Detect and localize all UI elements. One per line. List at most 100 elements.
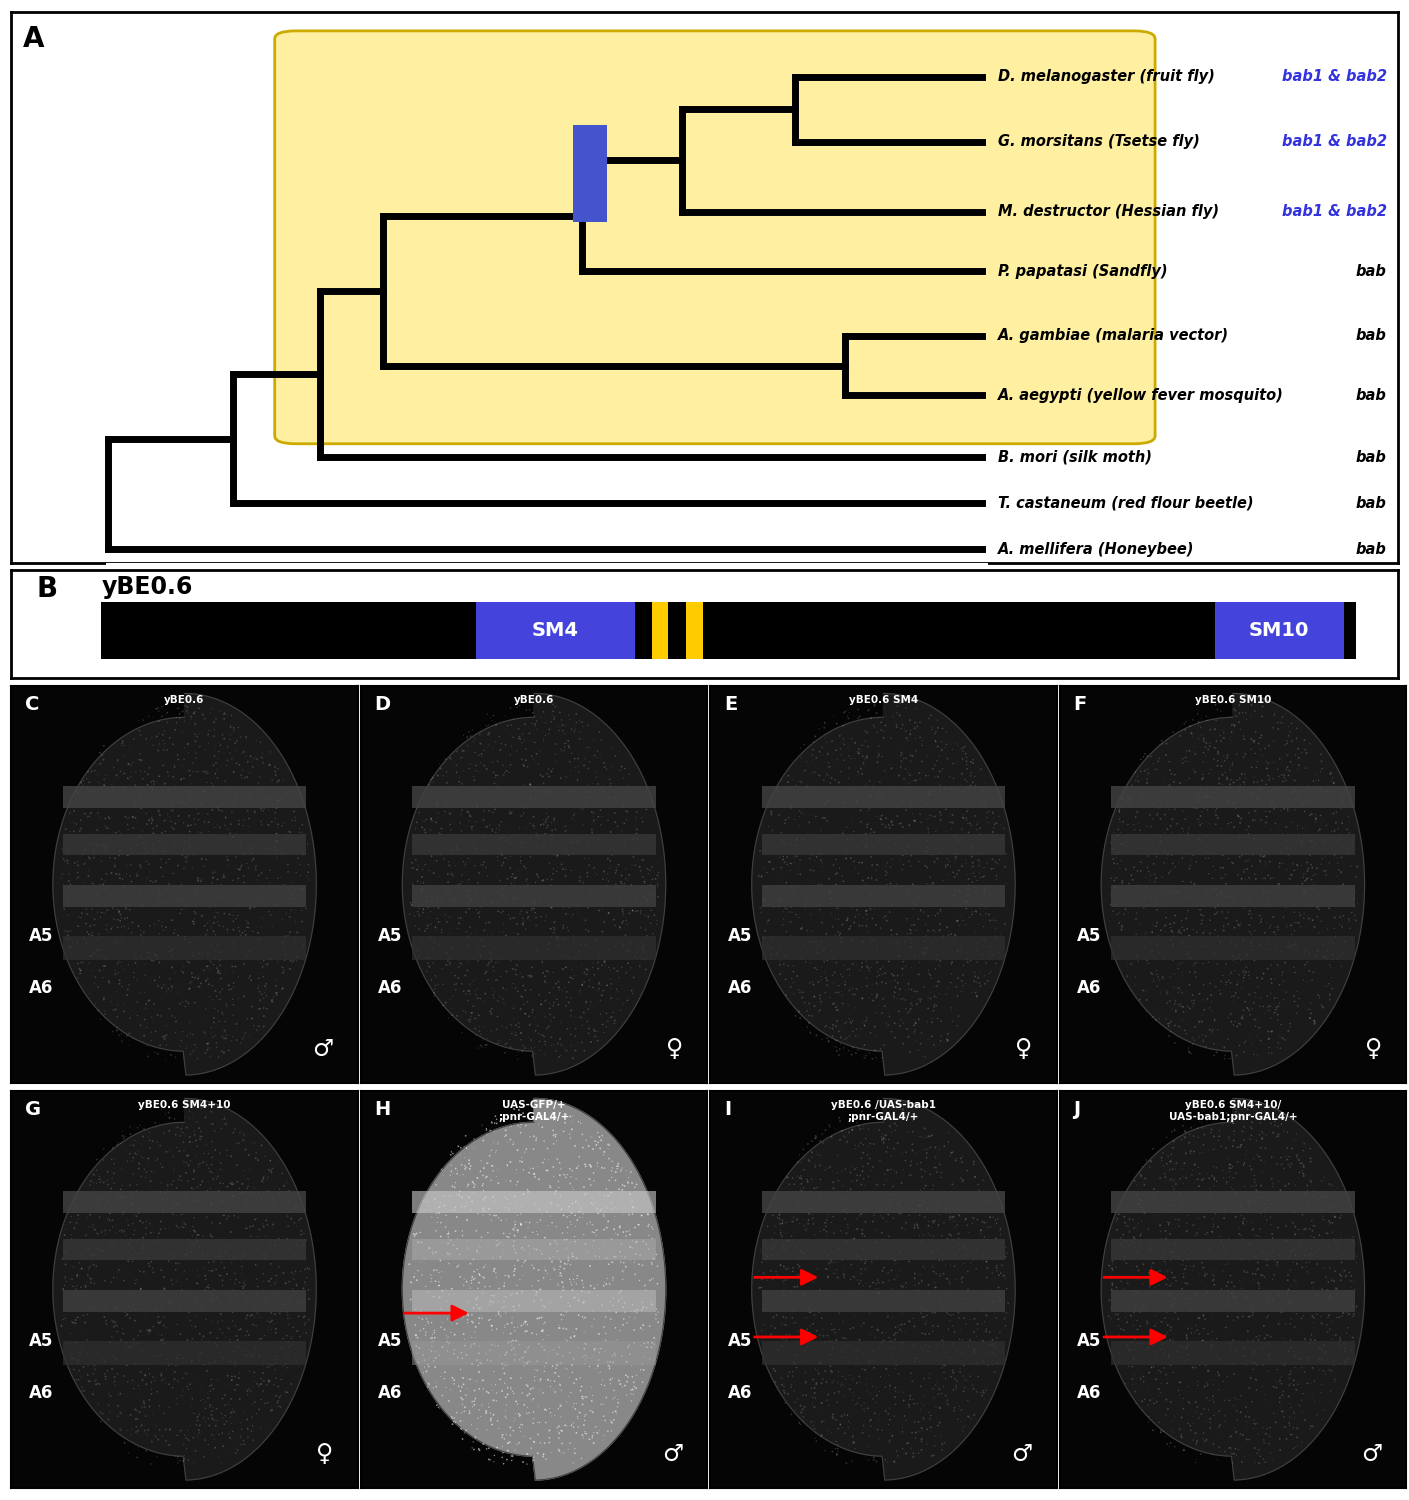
Point [500,1246,523,1270]
Point [519,908,541,932]
Point [1141,807,1164,831]
Point [65,1308,87,1332]
Point [1271,1112,1293,1136]
Point [1322,1210,1344,1234]
Point [1285,938,1308,962]
Point [765,1334,788,1358]
Point [499,1322,521,1346]
Point [80,1215,103,1239]
Point [786,1275,809,1299]
Point [954,735,976,759]
Point [568,728,590,752]
Point [568,1200,590,1224]
Point [544,694,566,718]
Point [903,808,926,832]
Point [964,774,986,798]
Point [440,842,462,866]
Point [223,1341,245,1365]
Point [62,1311,85,1335]
Point [899,1154,921,1178]
Point [564,1134,586,1158]
Point [555,1166,578,1190]
Point [920,1124,943,1148]
Point [540,1374,562,1398]
Point [559,1270,582,1294]
Point [871,1258,893,1282]
Point [521,1252,544,1276]
Point [1288,1282,1310,1306]
Point [509,1149,531,1173]
Point [496,1376,519,1400]
Point [254,1242,276,1266]
Point [1268,855,1291,879]
Point [58,801,80,825]
Point [479,1408,502,1432]
Point [864,1244,886,1268]
Point [1299,1216,1322,1240]
Point [1264,794,1286,818]
Point [559,1166,582,1190]
Point [890,1172,913,1196]
Point [1184,1224,1206,1248]
Point [193,914,216,938]
Point [840,915,862,939]
Point [413,1317,435,1341]
Point [1175,1220,1198,1244]
Point [1264,915,1286,939]
Point [855,1378,878,1402]
Point [895,788,917,812]
Point [1195,842,1217,866]
Point [1160,768,1182,792]
Point [155,1371,178,1395]
Point [965,882,988,906]
Point [1237,822,1260,846]
Point [851,850,874,874]
Point [889,754,912,778]
Point [557,1437,579,1461]
Point [843,910,865,934]
Point [230,1425,252,1449]
Point [912,1166,934,1190]
Point [176,1144,199,1168]
Point [826,951,848,975]
Point [1298,958,1320,982]
Point [200,1422,223,1446]
Point [216,932,238,956]
Point [276,1356,299,1380]
Point [1295,891,1317,915]
Point [1257,752,1279,776]
Point [607,1390,630,1414]
Point [1270,840,1292,864]
Point [147,1226,169,1250]
Point [588,827,610,850]
Point [834,1420,857,1444]
Point [1130,859,1153,883]
Point [1277,764,1299,788]
Point [220,716,242,740]
Point [607,966,630,990]
Point [519,698,541,721]
Point [496,1438,519,1462]
Point [858,874,881,898]
Point [800,1004,823,1028]
Point [858,1342,881,1366]
Point [1181,994,1203,1018]
Point [170,843,193,867]
Point [1288,910,1310,934]
Point [461,1000,483,1024]
Point [621,824,644,848]
Point [1199,972,1222,996]
Point [575,1232,597,1256]
Point [881,756,903,780]
Point [506,1138,528,1162]
Point [1106,824,1129,848]
Point [803,1155,826,1179]
Point [957,1278,979,1302]
Point [614,886,637,910]
Point [213,1019,235,1042]
Point [902,1332,924,1356]
Point [504,1209,527,1233]
Point [1233,1230,1255,1254]
Point [573,1408,596,1432]
Point [79,1268,101,1292]
